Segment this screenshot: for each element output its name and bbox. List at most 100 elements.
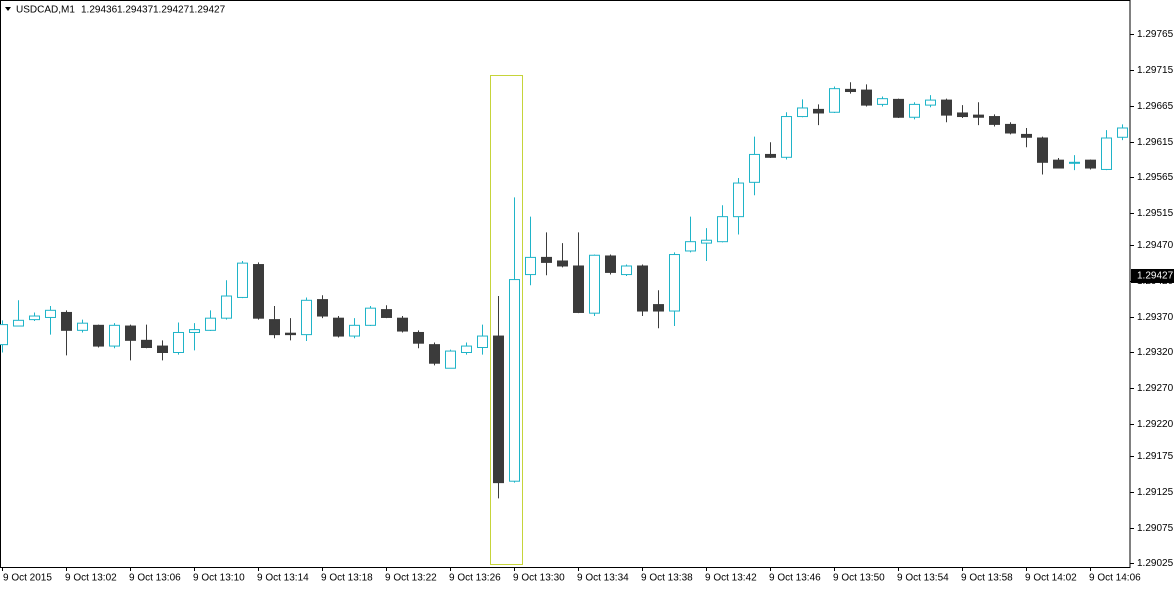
candle-body [285,332,296,336]
header-value: 1.29437 [117,5,154,16]
candle-body [349,324,360,337]
candle-body [93,324,104,347]
y-tick-label: 1.29565 [1137,172,1174,183]
candle-body [301,299,312,336]
candle-body [13,319,24,327]
y-tick-label: 1.29470 [1137,240,1174,251]
candle-body [605,255,616,273]
x-tick-label: 9 Oct 13:06 [129,573,181,584]
x-tick-label: 9 Oct 13:22 [385,573,437,584]
candle-body [845,88,856,93]
x-tick-label: 9 Oct 13:18 [321,573,373,584]
menu-triangle [5,7,11,11]
candle-body [717,216,728,243]
highlight-box [490,75,523,565]
candle-body [525,256,536,276]
x-tick-label: 9 Oct 2015 [3,573,52,584]
y-tick-label: 1.29715 [1137,65,1174,76]
candle-body [1037,137,1048,163]
y-tick-label: 1.29220 [1137,419,1174,430]
candle-body [413,331,424,344]
candle-body [733,182,744,218]
candle-body [653,304,664,312]
x-tick-label: 9 Oct 13:10 [193,573,245,584]
x-tick-label: 9 Oct 13:26 [449,573,501,584]
header-value: 1.29436 [81,5,118,16]
x-tick-label: 9 Oct 14:06 [1089,573,1141,584]
candle-body [173,331,184,353]
candle-body [493,335,504,484]
candle-body [637,265,648,312]
candle-body [557,260,568,267]
candle-body [45,309,56,318]
candle-body [29,315,40,321]
candle-body [253,264,264,319]
y-tick-label: 1.29615 [1137,137,1174,148]
candle-body [909,103,920,118]
candle-body [509,279,520,482]
candle-body [813,108,824,114]
candle-body [61,311,72,331]
plot-area [0,82,1128,499]
x-tick-label: 9 Oct 13:34 [577,573,629,584]
x-tick-label: 9 Oct 13:38 [641,573,693,584]
candle-body [893,98,904,118]
y-tick-label: 1.29270 [1137,383,1174,394]
candle-body [189,329,200,333]
candle-body [1117,127,1128,138]
candle-body [941,99,952,116]
y-tick-label: 1.29665 [1137,101,1174,112]
y-tick-label: 1.29515 [1137,208,1174,219]
x-tick-label: 9 Oct 14:02 [1025,573,1077,584]
candle-body [1085,159,1096,169]
y-tick-label: 1.29025 [1137,558,1174,569]
y-tick-label: 1.29370 [1137,312,1174,323]
candle-body [429,344,440,364]
candle-body [381,309,392,318]
y-tick-label: 1.29320 [1137,347,1174,358]
x-tick-label: 9 Oct 13:30 [513,573,565,584]
candle-body [397,317,408,332]
last-price-label: 1.29427 [1137,271,1174,282]
candle-body [925,99,936,106]
x-tick-label: 9 Oct 13:02 [65,573,117,584]
candle-body [589,254,600,314]
x-tick-label: 9 Oct 13:46 [769,573,821,584]
candle-body [205,317,216,331]
candle-body [109,324,120,347]
candle-body [1101,137,1112,170]
header-value: 1.29427 [153,5,190,16]
candle-body [237,262,248,298]
candle-body [0,324,8,346]
candle-body [317,299,328,317]
candle-body [669,254,680,312]
candle-body [685,241,696,252]
y-tick-label: 1.29765 [1137,29,1174,40]
x-tick-label: 9 Oct 13:50 [833,573,885,584]
y-tick-label: 1.29075 [1137,523,1174,534]
candle-body [957,112,968,118]
last-price-box [1131,268,1174,283]
plot-frame [0,0,1131,568]
candle-body [477,335,488,348]
symbol-title: USDCAD,M1 [16,5,75,16]
candle-body [365,307,376,326]
candle-body [1005,123,1016,134]
candle-body [333,317,344,337]
candle-body [749,153,760,183]
candle-body [781,116,792,158]
candle-body [461,345,472,353]
candle-body [829,88,840,113]
candle-body [1021,133,1032,138]
candle-body [861,89,872,106]
candle-body [221,295,232,319]
x-tick-label: 9 Oct 13:58 [961,573,1013,584]
y-tick-label: 1.29175 [1137,451,1174,462]
x-tick-label: 9 Oct 13:42 [705,573,757,584]
candle-body [445,350,456,369]
candle-body [541,256,552,263]
candle-body [701,239,712,244]
candle-body [877,98,888,105]
